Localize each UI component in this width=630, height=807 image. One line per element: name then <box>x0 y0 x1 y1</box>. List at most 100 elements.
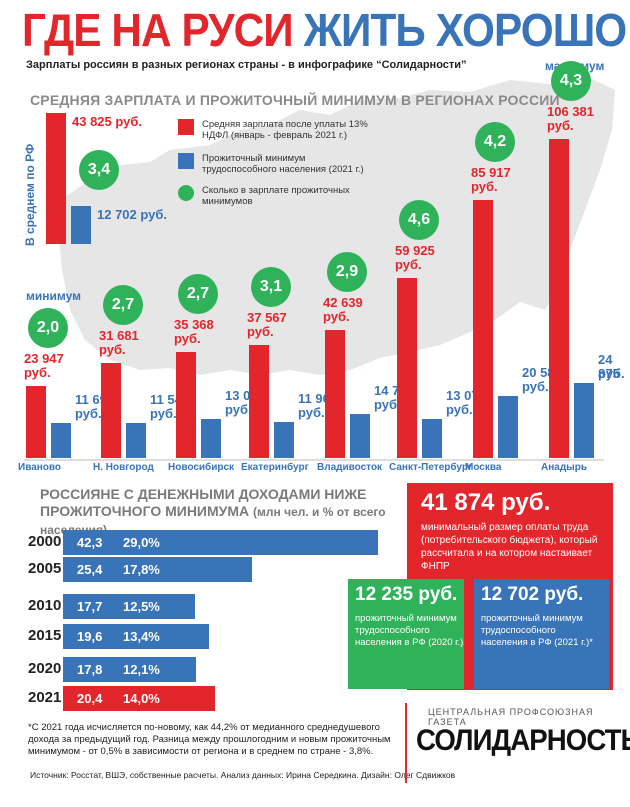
legend-item-ratio: Сколько в зарплате прожиточных минимумов <box>178 185 378 207</box>
poverty-mln-label: 17,8 <box>77 662 103 677</box>
year-label: 2005 <box>28 560 62 577</box>
minimum-value-label: 24 875 <box>598 352 620 382</box>
city-label: Екатеринбург <box>241 462 309 473</box>
salary-unit-label: руб. <box>24 365 51 381</box>
legend-swatch-green <box>178 185 194 201</box>
section2-title: РОССИЯНЕ С ДЕНЕЖНЫМИ ДОХОДАМИ НИЖЕ ПРОЖИ… <box>40 486 420 539</box>
year-label: 2000 <box>28 533 62 550</box>
year-label: 2020 <box>28 660 62 677</box>
city-label: Анадырь <box>541 462 587 473</box>
legend-text-minimum: Прожиточный минимум трудоспособного насе… <box>202 153 364 175</box>
minimum-2020-box: 12 235 руб. прожиточный минимум трудоспо… <box>348 579 464 689</box>
legend-swatch-blue <box>178 153 194 169</box>
minimum-bar <box>574 383 594 458</box>
footnote: *С 2021 года исчисляется по-новому, как … <box>28 722 391 757</box>
minimum-unit-label: руб. <box>374 396 401 412</box>
title-part-blue: ЖИТЬ ХОРОШО <box>303 4 628 56</box>
minimum-2020-text: прожиточный минимум трудоспособного насе… <box>355 613 464 648</box>
section1-title: СРЕДНЯЯ ЗАРПЛАТА И ПРОЖИТОЧНЫЙ МИНИМУМ В… <box>30 92 560 108</box>
minimum-bar <box>274 422 294 458</box>
salary-unit-label: руб. <box>547 117 574 133</box>
minimum-unit-label: руб. <box>225 401 252 417</box>
poverty-mln-label: 17,7 <box>77 599 103 614</box>
chart-baseline <box>24 459 604 461</box>
minimum-bar <box>51 422 71 458</box>
min-label: минимум <box>26 289 81 303</box>
ratio-circle: 2,7 <box>103 284 143 325</box>
poverty-mln-label: 20,4 <box>77 691 103 706</box>
salary-bar <box>249 345 269 458</box>
salary-bar <box>26 386 46 458</box>
minimum-unit-label: руб. <box>298 405 325 421</box>
ratio-circle: 4,2 <box>475 122 515 163</box>
subtitle: Зарплаты россиян в разных регионах стран… <box>26 59 467 71</box>
salary-bar <box>46 112 66 244</box>
legend-item-minimum: Прожиточный минимум трудоспособного насе… <box>178 153 378 175</box>
salary-value-label: 43 825 руб. <box>72 113 143 129</box>
city-label: Н. Новгород <box>93 462 154 473</box>
poverty-bar: 20,4 14,0% <box>63 686 215 711</box>
minimum-2021-amount: 12 702 руб. <box>481 584 584 605</box>
legend-swatch-red <box>178 119 194 135</box>
legend-item-salary: Средняя зарплата после уплаты 13% НДФЛ (… <box>178 119 378 141</box>
minimum-bar <box>71 205 91 244</box>
minimum-bar <box>350 413 370 458</box>
city-label: Санкт-Петербург <box>389 462 473 473</box>
minimum-bar <box>498 396 518 458</box>
minimum-bar <box>201 418 221 458</box>
salary-value-label: 42 639 <box>323 295 363 311</box>
page-title: ГДЕ НА РУСИ ЖИТЬ ХОРОШО <box>22 4 628 56</box>
minimum-bar <box>126 423 146 458</box>
ratio-circle: 2,9 <box>327 252 367 293</box>
salary-bar <box>176 351 196 458</box>
ratio-circle: 2,0 <box>28 308 68 349</box>
poverty-pct-label: 29,0% <box>123 535 160 550</box>
poverty-pct-label: 12,5% <box>123 599 160 614</box>
section2-title-text: РОССИЯНЕ С ДЕНЕЖНЫМИ ДОХОДАМИ НИЖЕ ПРОЖИ… <box>40 486 367 519</box>
salary-bar <box>549 138 569 458</box>
minimum-unit-label: руб. <box>446 401 473 417</box>
poverty-bar: 17,7 12,5% <box>63 594 195 619</box>
ratio-circle: 3,4 <box>79 150 119 190</box>
paper-caption: ЦЕНТРАЛЬНАЯ ПРОФСОЮЗНАЯ ГАЗЕТА <box>428 707 594 727</box>
salary-value-label: 31 681 <box>99 327 139 343</box>
legend-text-salary: Средняя зарплата после уплаты 13% НДФЛ (… <box>202 119 368 141</box>
salary-value-label: 59 925 <box>395 243 435 259</box>
salary-unit-label: руб. <box>323 309 350 325</box>
year-label: 2021 <box>28 689 62 706</box>
salary-unit-label: руб. <box>471 179 498 195</box>
fnpr-text: минимальный размер оплаты труда (потреби… <box>421 522 598 572</box>
salary-unit-label: руб. <box>174 330 201 346</box>
salary-value-label: 23 947 <box>24 351 64 367</box>
salary-unit-label: руб. <box>395 257 422 273</box>
poverty-mln-label: 42,3 <box>77 535 103 550</box>
city-label: Москва <box>465 462 502 473</box>
solidarnost-logo: СОЛИДАРНОСТЬ <box>416 724 630 757</box>
year-label: 2010 <box>28 597 62 614</box>
minimum-unit-label: руб. <box>75 405 102 421</box>
salary-value-label: 35 368 <box>174 316 214 332</box>
rf-average-label: В среднем по РФ <box>23 143 37 246</box>
divider <box>405 703 407 783</box>
poverty-pct-label: 12,1% <box>123 662 160 677</box>
title-part-red: ГДЕ НА РУСИ <box>22 4 294 56</box>
salary-unit-label: руб. <box>247 324 274 340</box>
poverty-bar: 17,8 12,1% <box>63 657 196 682</box>
ratio-circle: 4,6 <box>399 200 439 241</box>
minimum-2021-text: прожиточный минимум трудоспособного насе… <box>481 613 593 648</box>
city-label: Новосибирск <box>168 462 235 473</box>
minimum-2020-amount: 12 235 руб. <box>355 584 458 605</box>
fnpr-amount: 41 874 руб. <box>421 489 551 516</box>
salary-value-label: 37 567 <box>247 310 287 326</box>
poverty-pct-label: 17,8% <box>123 562 160 577</box>
minimum-2021-box: 12 702 руб. прожиточный минимум трудоспо… <box>474 579 609 689</box>
poverty-pct-label: 14,0% <box>123 691 160 706</box>
legend-text-ratio: Сколько в зарплате прожиточных минимумов <box>202 185 350 207</box>
poverty-bar: 19,6 13,4% <box>63 624 210 649</box>
poverty-bar: 42,3 29,0% <box>63 530 379 555</box>
salary-bar <box>397 278 417 458</box>
minimum-unit-label: руб. <box>150 406 177 422</box>
minimum-unit-label: руб. <box>522 379 549 395</box>
minimum-value-label: 12 702 руб. <box>97 206 168 222</box>
ratio-circle: 3,1 <box>251 267 291 308</box>
